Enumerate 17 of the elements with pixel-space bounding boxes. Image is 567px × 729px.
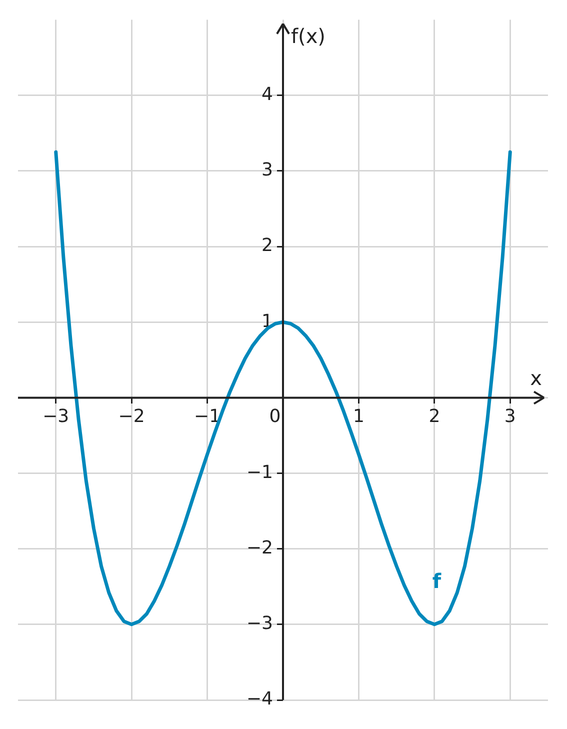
- y-tick-label: −2: [246, 538, 273, 559]
- x-tick-label: 2: [428, 406, 440, 428]
- x-tick-label: −2: [118, 406, 145, 428]
- x-tick-label: 1: [352, 406, 364, 428]
- x-tick-label: −3: [42, 406, 70, 428]
- y-tick-label: −4: [246, 688, 273, 710]
- y-tick-label: 4: [262, 84, 273, 106]
- y-tick-label: 2: [262, 235, 273, 256]
- x-tick-label: −1: [194, 406, 221, 428]
- y-tick-label: 3: [262, 160, 273, 181]
- y-axis-title: f(x): [291, 24, 326, 48]
- x-tick-label: 3: [504, 406, 516, 428]
- y-tick-label: −1: [246, 462, 273, 483]
- y-tick-label: −3: [246, 613, 273, 634]
- annotation: f: [432, 569, 442, 594]
- x-tick-label: 0: [269, 406, 281, 428]
- x-axis-title: x: [530, 366, 542, 390]
